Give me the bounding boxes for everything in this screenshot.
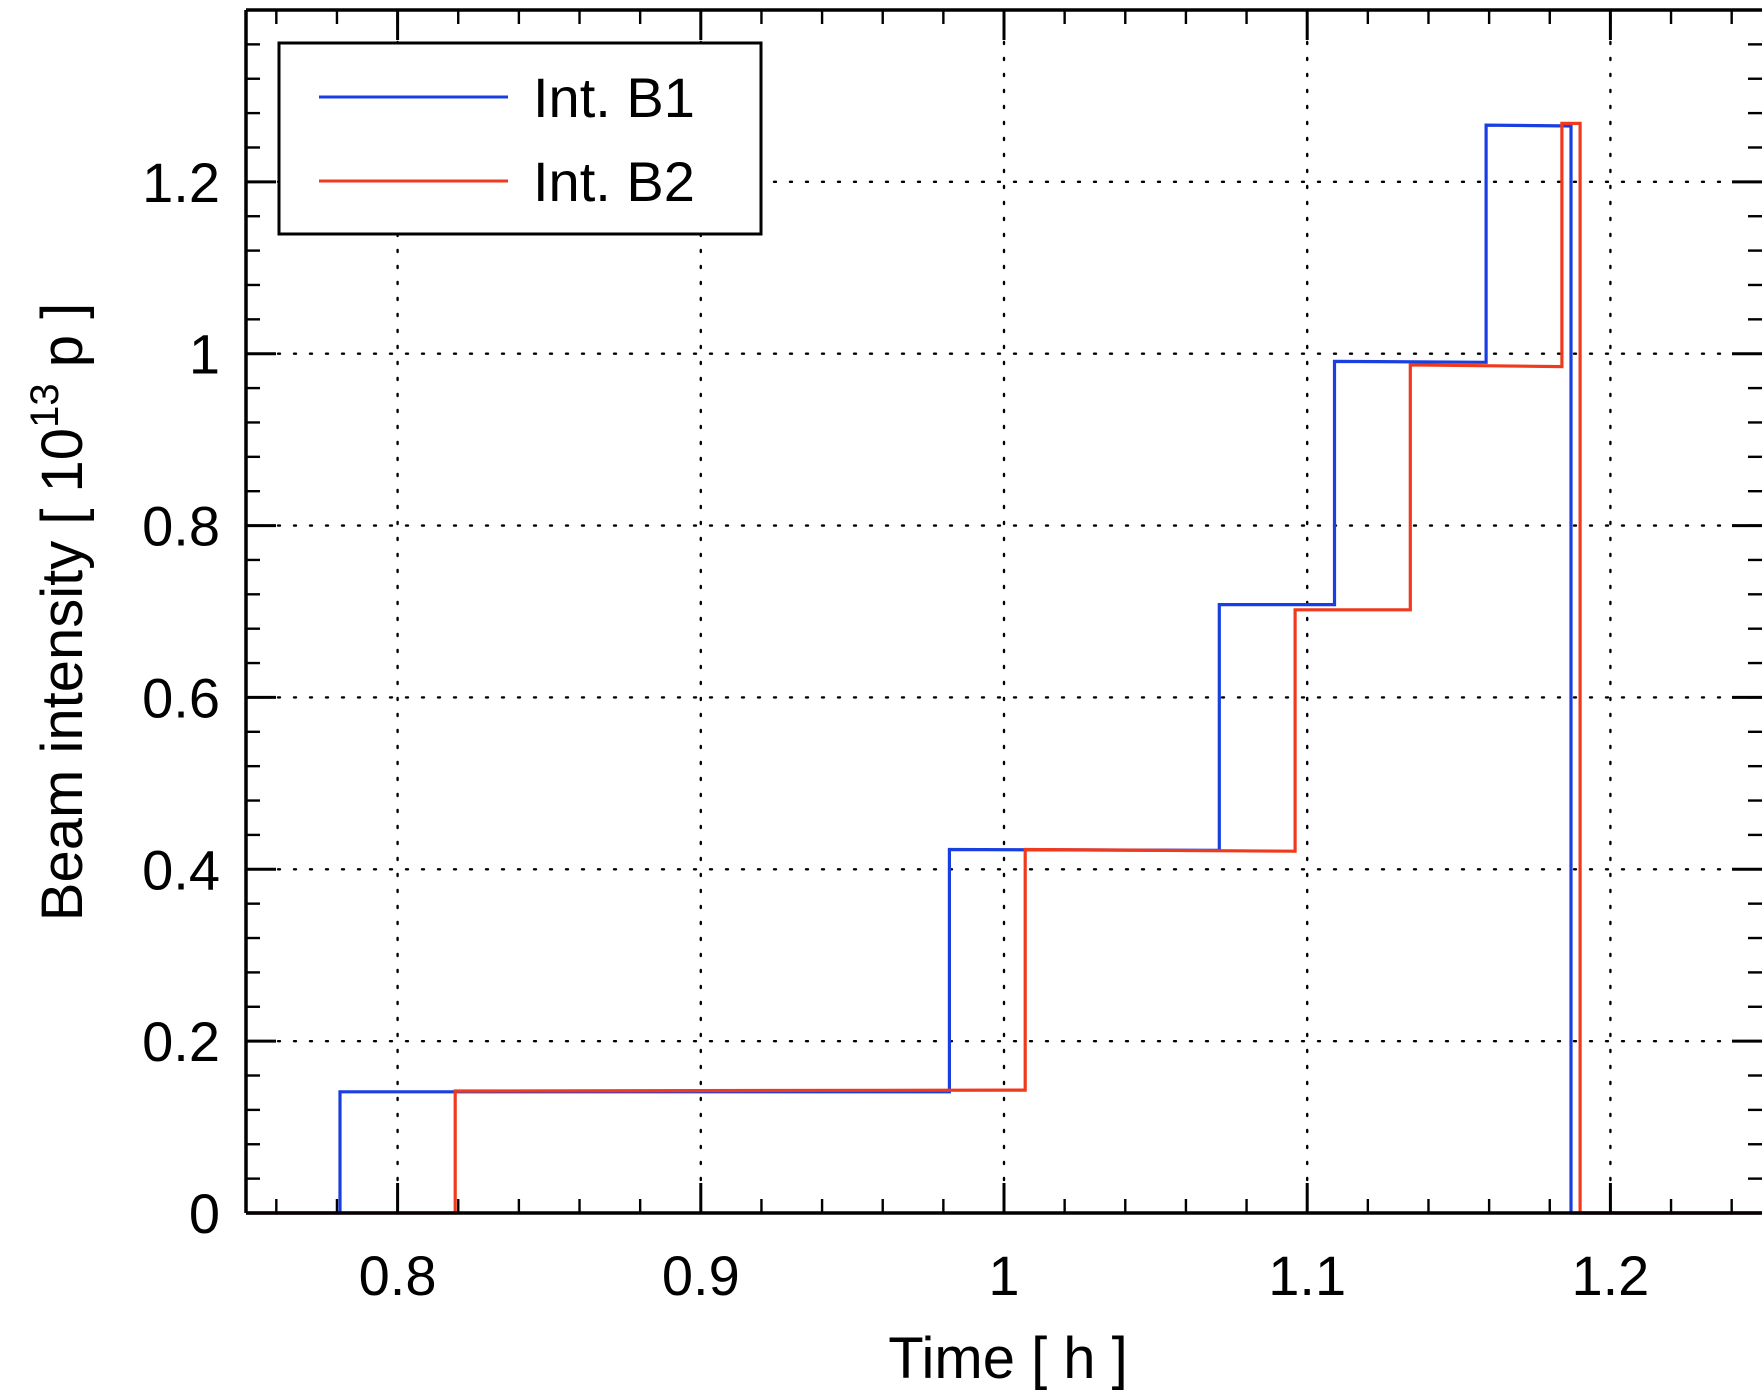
x-tick-label: 1.1 (1268, 1244, 1346, 1307)
y-tick-label: 1.2 (142, 151, 220, 214)
legend-box (277, 41, 763, 236)
x-tick-label: 1 (988, 1244, 1019, 1307)
grid-lines (244, 8, 1762, 1215)
plot-frame (244, 8, 1762, 1215)
y-tick-label: 0.2 (142, 1010, 220, 1073)
x-tick-label: 0.8 (359, 1244, 437, 1307)
series-line-int-b2 (246, 121, 1762, 1215)
y-tick-label: 0.4 (142, 838, 220, 901)
legend: Int. B1 Int. B2 (277, 41, 763, 236)
y-tick-label: 1 (189, 323, 220, 386)
series-line-int-b1 (246, 123, 1762, 1215)
y-axis-label-exponent: 13 (23, 383, 67, 428)
axis-ticks (246, 10, 1762, 1215)
x-tick-labels: 0.8 0.9 1 1.1 1.2 (359, 1244, 1650, 1307)
y-tick-labels: 0 0.2 0.4 0.6 0.8 1 1.2 (142, 151, 220, 1245)
y-axis-label: Beam intensity [ 1013 p ] (23, 303, 95, 921)
x-axis-label: Time [ h ] (888, 1326, 1128, 1391)
legend-label-int-b2: Int. B2 (533, 150, 695, 213)
x-tick-label: 1.2 (1571, 1244, 1649, 1307)
y-tick-label: 0.8 (142, 495, 220, 558)
legend-label-int-b1: Int. B1 (533, 66, 695, 129)
x-tick-label: 0.9 (662, 1244, 740, 1307)
series-lines (246, 121, 1762, 1215)
y-tick-label: 0 (189, 1182, 220, 1245)
y-tick-label: 0.6 (142, 666, 220, 729)
